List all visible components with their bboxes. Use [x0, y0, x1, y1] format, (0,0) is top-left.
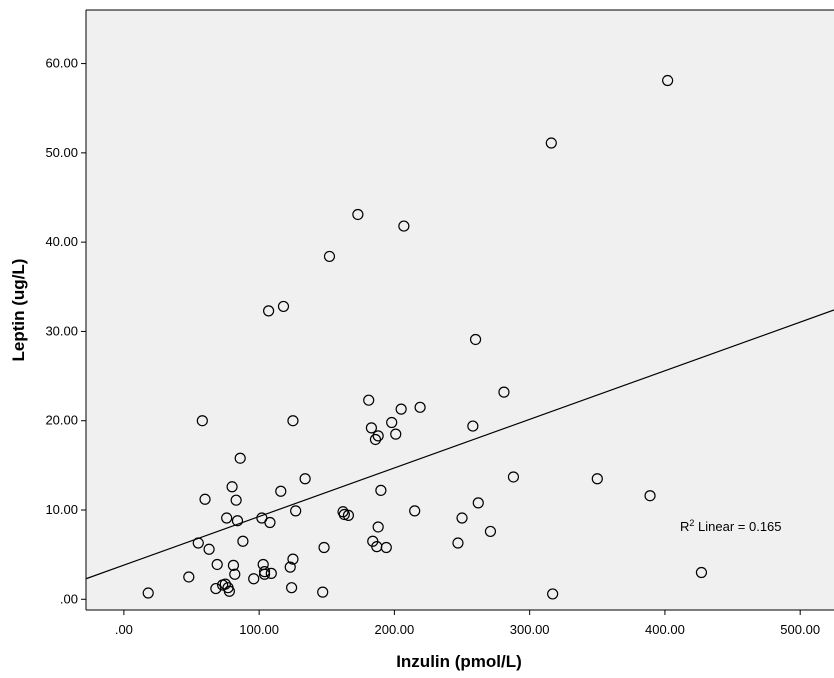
data-point [363, 394, 375, 406]
x-tick-label: 300.00 [510, 622, 550, 637]
data-point [248, 573, 260, 585]
data-point [452, 537, 464, 549]
data-point [199, 493, 211, 505]
data-point [695, 566, 708, 579]
data-point [467, 420, 479, 432]
data-point [231, 515, 244, 527]
data-point [210, 582, 222, 595]
data-point [285, 582, 298, 594]
data-point [223, 585, 235, 597]
data-point [263, 305, 275, 317]
data-point [352, 208, 364, 221]
data-point [277, 300, 290, 313]
data-point [545, 137, 557, 149]
data-point [369, 433, 382, 446]
data-point [264, 516, 276, 529]
r-squared-annotation: R2 Linear = 0.165 [680, 518, 782, 534]
data-point [365, 422, 378, 434]
data-point [237, 535, 249, 547]
data-point [375, 484, 387, 496]
data-point [386, 416, 398, 429]
data-point [211, 558, 223, 571]
data-point [484, 525, 497, 538]
data-point [644, 490, 656, 502]
data-point [287, 415, 299, 427]
x-axis-ticks: .00 100.00 200.00 300.00 400.00 500.00 [115, 610, 820, 637]
data-point [258, 566, 271, 578]
data-point [290, 505, 302, 517]
data-point [317, 586, 329, 598]
data-point [469, 333, 482, 346]
data-point [342, 509, 355, 521]
data-point [409, 505, 421, 517]
data-point [142, 587, 154, 599]
data-point [591, 473, 603, 485]
y-tick-label: 50.00 [45, 145, 78, 160]
data-point [221, 512, 233, 524]
y-axis-ticks: .00 10.00 20.00 30.00 40.00 50.00 60.00 [45, 56, 86, 606]
data-point [472, 497, 484, 509]
data-point [318, 541, 330, 554]
data-point [230, 494, 242, 506]
data-point [226, 481, 238, 493]
data-point [398, 220, 410, 232]
data-point [390, 428, 402, 440]
data-point [196, 415, 208, 427]
data-point [234, 452, 246, 464]
data-point [372, 521, 384, 533]
plot-area [86, 10, 834, 610]
x-tick-label: 100.00 [239, 622, 279, 637]
data-point [380, 541, 392, 554]
x-tick-label: 200.00 [375, 622, 415, 637]
y-tick-label: 30.00 [45, 323, 78, 338]
data-point [507, 471, 520, 483]
data-point [547, 588, 559, 600]
data-point [227, 559, 240, 571]
x-tick-label: 400.00 [645, 622, 685, 637]
data-point [203, 543, 215, 555]
data-point [229, 568, 241, 580]
data-point [265, 567, 277, 579]
linear-fit-line [85, 309, 834, 580]
data-point [299, 473, 311, 485]
data-point [372, 430, 384, 442]
x-tick-label: .00 [115, 622, 133, 637]
data-point [258, 568, 271, 580]
data-point [662, 74, 674, 87]
data-points [142, 74, 708, 600]
y-tick-label: .00 [60, 591, 78, 606]
y-tick-label: 10.00 [45, 502, 78, 517]
x-tick-label: 500.00 [780, 622, 820, 637]
data-point [456, 512, 468, 524]
x-axis-title: Inzulin (pmol/L) [396, 652, 522, 671]
data-point [275, 485, 287, 497]
data-point [338, 508, 350, 521]
data-point [287, 553, 299, 565]
data-point [183, 571, 195, 583]
y-tick-label: 60.00 [45, 56, 78, 71]
y-tick-label: 20.00 [45, 413, 78, 428]
y-axis-title: Leptin (ug/L) [9, 259, 28, 362]
data-point [414, 401, 426, 413]
data-point [284, 561, 296, 573]
y-tick-label: 40.00 [45, 234, 78, 249]
data-point [498, 386, 510, 398]
data-point [323, 250, 336, 263]
data-point [395, 403, 407, 415]
